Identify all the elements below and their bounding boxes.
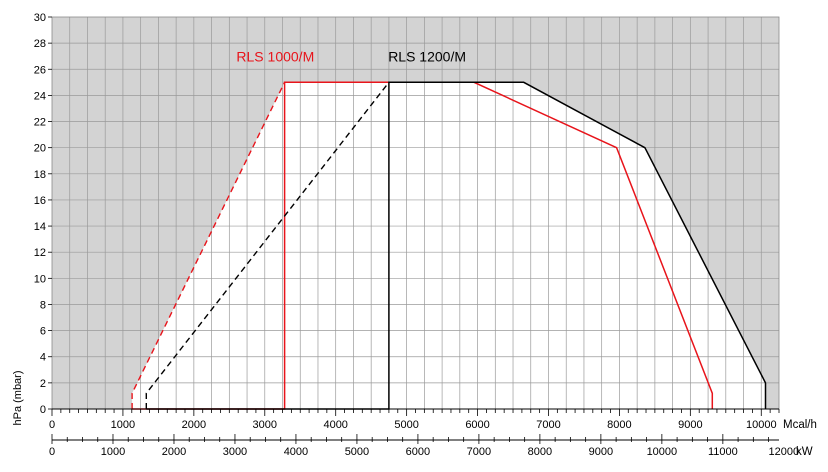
- x-tick-label: 2000: [182, 419, 206, 431]
- y-tick-label: 10: [34, 273, 46, 285]
- x2-tick-label: 0: [49, 446, 55, 458]
- working-field-area-2: [146, 82, 766, 410]
- y-tick-label: 28: [34, 38, 46, 50]
- x-tick-label: 10000: [746, 419, 777, 431]
- x2-tick-label: 12000: [769, 446, 800, 458]
- y-tick-label: 6: [40, 326, 46, 338]
- y-axis-label: hPa (mbar): [12, 370, 24, 425]
- y-tick-label: 14: [34, 221, 46, 233]
- x-tick-label: 6000: [465, 419, 489, 431]
- x-axis-unit: Mcal/h: [783, 419, 817, 431]
- x-tick-label: 1000: [111, 419, 135, 431]
- x2-tick-label: 7000: [467, 446, 491, 458]
- y-tick-label: 0: [40, 404, 46, 416]
- x-tick-label: 8000: [607, 419, 631, 431]
- x2-tick-label: 9000: [589, 446, 613, 458]
- y-tick-label: 8: [40, 299, 46, 311]
- y-tick-label: 16: [34, 195, 46, 207]
- x-tick-label: 3000: [253, 419, 277, 431]
- x2-tick-label: 8000: [528, 446, 552, 458]
- x2-tick-label: 11000: [708, 446, 738, 458]
- x2-axis-unit: kW: [796, 446, 813, 458]
- x-tick-label: 4000: [323, 419, 347, 431]
- y-tick-label: 18: [34, 169, 46, 181]
- y-tick-label: 20: [34, 143, 46, 155]
- series-2-label: RLS 1200/M: [388, 48, 466, 64]
- x-tick-label: 0: [49, 419, 55, 431]
- x2-tick-label: 4000: [284, 446, 308, 458]
- x2-tick-label: 5000: [345, 446, 369, 458]
- x2-tick-label: 2000: [162, 446, 186, 458]
- x-tick-label: 5000: [394, 419, 418, 431]
- series-1-dashed-line: [131, 81, 286, 409]
- x2-tick-label: 3000: [223, 446, 247, 458]
- y-tick-label: 30: [34, 12, 46, 24]
- y-tick-label: 26: [34, 64, 46, 76]
- y-tick-label: 12: [34, 247, 46, 259]
- x2-tick-label: 1000: [101, 446, 125, 458]
- y-tick-label: 2: [40, 378, 46, 390]
- series-1-label: RLS 1000/M: [236, 48, 314, 64]
- x2-tick-label: 6000: [406, 446, 430, 458]
- series-2-dashed-line: [145, 81, 390, 409]
- x-tick-label: 9000: [678, 419, 702, 431]
- y-tick-label: 4: [40, 352, 46, 364]
- x-tick-label: 7000: [536, 419, 560, 431]
- y-tick-label: 22: [34, 117, 46, 129]
- y-tick-label: 24: [34, 90, 46, 102]
- x2-tick-label: 10000: [647, 446, 678, 458]
